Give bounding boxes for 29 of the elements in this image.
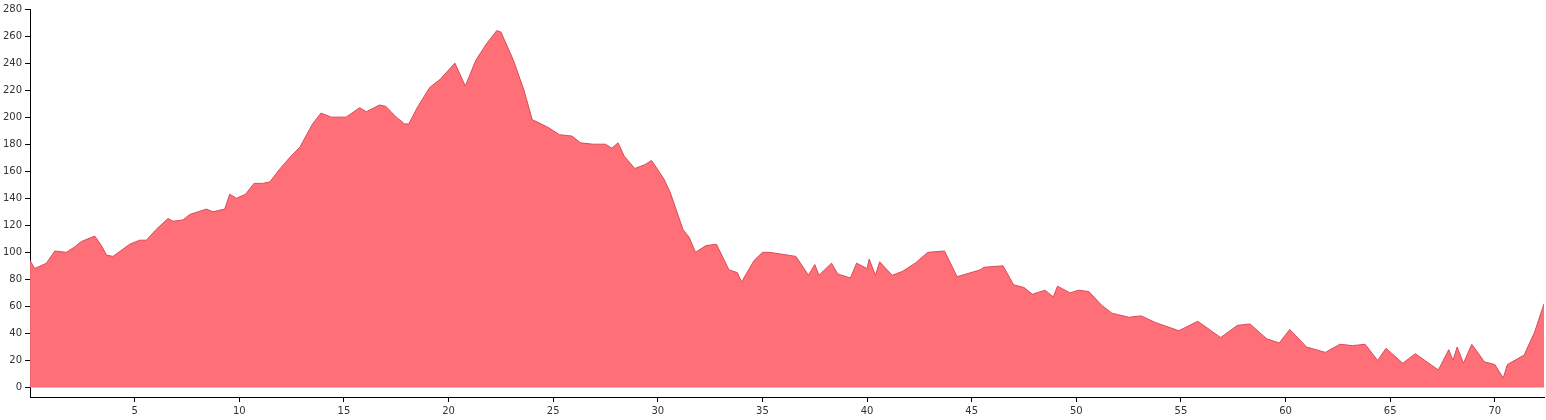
x-tick-label: 55 <box>1174 404 1188 416</box>
x-tick-label: 45 <box>965 404 979 416</box>
y-tick-label: 220 <box>2 83 23 95</box>
y-tick-label: 60 <box>9 300 23 312</box>
y-tick-label: 200 <box>2 110 23 122</box>
y-tick-label: 100 <box>2 245 23 257</box>
y-tick-label: 80 <box>9 272 23 284</box>
x-tick-label: 25 <box>546 404 560 416</box>
y-tick-label: 180 <box>2 137 23 149</box>
x-tick-label: 15 <box>337 404 351 416</box>
y-tick-label: 160 <box>2 164 23 176</box>
x-tick-label: 30 <box>651 404 665 416</box>
x-tick-label: 10 <box>232 404 246 416</box>
y-tick-label: 260 <box>2 29 23 41</box>
x-tick-label: 5 <box>131 404 138 416</box>
y-tick-label: 240 <box>2 56 23 68</box>
x-tick-label: 65 <box>1383 404 1397 416</box>
x-tick-label: 50 <box>1069 404 1083 416</box>
x-tick-label: 40 <box>860 404 874 416</box>
x-tick-label: 35 <box>756 404 769 416</box>
x-tick-label: 70 <box>1488 404 1502 416</box>
y-tick-label: 20 <box>9 354 23 366</box>
x-tick-label: 20 <box>442 404 455 416</box>
y-tick-label: 120 <box>2 218 23 230</box>
y-tick-label: 0 <box>15 381 23 393</box>
x-tick-label: 60 <box>1279 404 1292 416</box>
y-tick-label: 40 <box>9 327 23 339</box>
y-tick-label: 140 <box>2 191 23 203</box>
y-tick-label: 280 <box>2 2 23 14</box>
